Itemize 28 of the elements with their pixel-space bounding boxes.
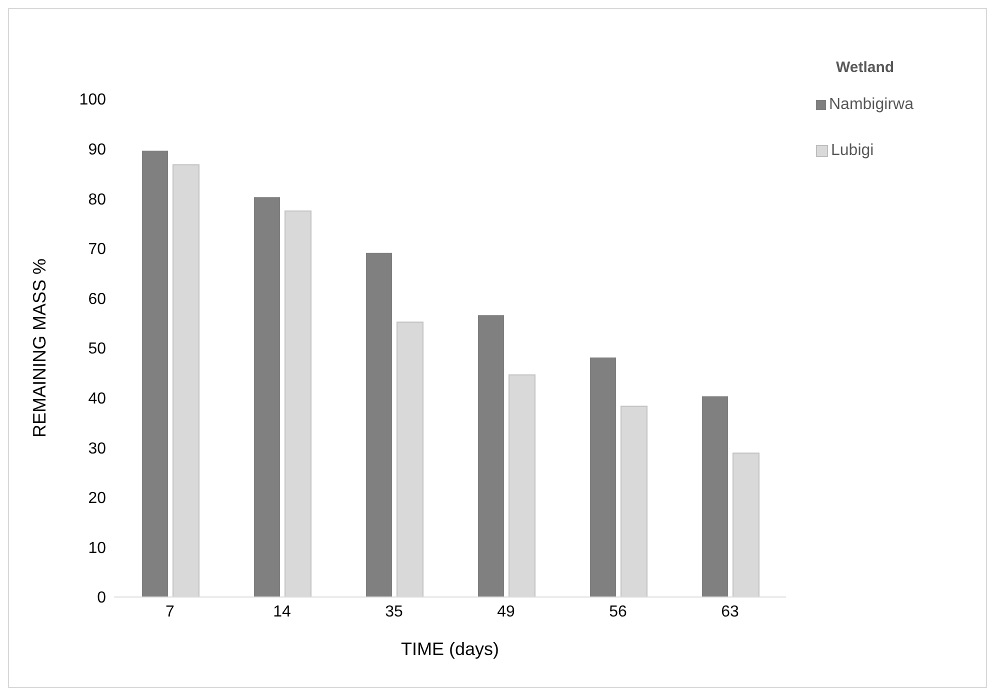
y-tick-label: 20 [88, 490, 106, 508]
bar [702, 396, 728, 597]
legend-label: Nambigirwa [828, 96, 914, 114]
x-tick-label: 14 [273, 603, 291, 620]
bar [254, 197, 280, 597]
legend-title: Wetland [835, 59, 896, 76]
bar [142, 150, 168, 597]
y-tick-label: 40 [88, 390, 106, 408]
y-tick-label: 80 [88, 191, 106, 208]
y-tick-label: 100 [79, 92, 106, 109]
y-tick-label: 0 [97, 590, 106, 607]
x-axis-title: TIME (days) [400, 639, 500, 659]
x-tick-label: 7 [166, 603, 175, 620]
y-tick-label: 10 [88, 540, 106, 557]
bar [478, 315, 504, 597]
x-tick-label: 56 [609, 603, 627, 620]
y-tick-label: 50 [88, 340, 106, 358]
legend-label: Lubigi [830, 142, 875, 160]
y-tick-label: 60 [88, 290, 106, 308]
x-tick-label: 63 [721, 603, 739, 620]
y-tick-label: 90 [88, 141, 106, 158]
bar [366, 252, 392, 597]
x-tick-label: 35 [385, 603, 403, 620]
y-tick-label: 70 [88, 241, 106, 258]
y-tick-label: 30 [88, 440, 106, 458]
y-axis-title: REMAINING MASS % [29, 258, 50, 438]
x-tick-label: 49 [497, 603, 515, 620]
bar [590, 357, 616, 597]
